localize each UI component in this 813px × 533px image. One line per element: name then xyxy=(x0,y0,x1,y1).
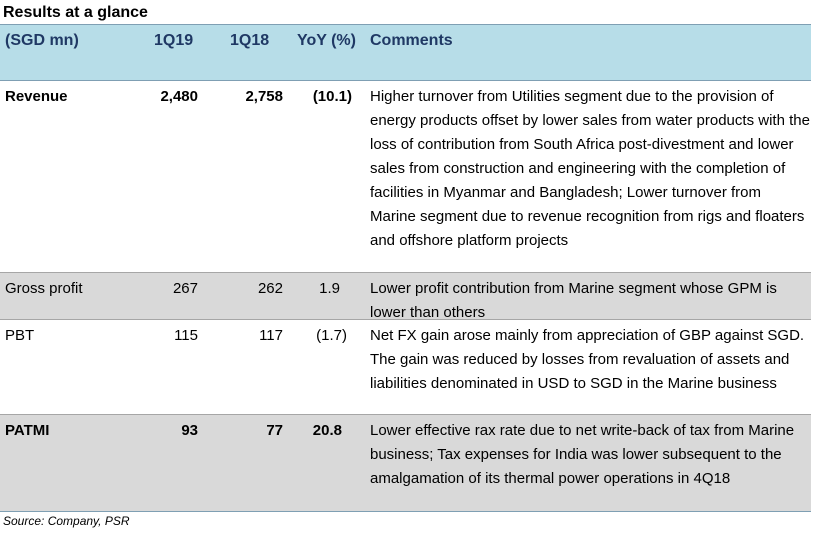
row-yoy: (1.7) xyxy=(316,327,347,344)
table-header: (SGD mn) 1Q19 1Q18 YoY (%) Comments xyxy=(0,25,811,80)
table-row-revenue: Revenue 2,480 2,758 (10.1) Higher turnov… xyxy=(0,81,811,273)
header-rule xyxy=(0,80,811,81)
table-row-gross-profit: Gross profit 267 262 1.9 Lower profit co… xyxy=(0,273,811,321)
row-1q19: 267 xyxy=(172,280,198,297)
row-label: PATMI xyxy=(5,422,50,439)
row-label: Revenue xyxy=(5,88,68,105)
row-1q18: 117 xyxy=(259,327,283,344)
header-comments: Comments xyxy=(370,32,453,49)
row-1q18: 2,758 xyxy=(245,88,283,105)
header-yoy: YoY (%) xyxy=(297,32,356,49)
row-yoy: 1.9 xyxy=(319,280,340,297)
source-note: Source: Company, PSR xyxy=(3,514,130,528)
title-rule xyxy=(0,24,811,25)
table-bottom-rule xyxy=(0,511,811,512)
row-1q19: 2,480 xyxy=(160,88,198,105)
header-1q18: 1Q18 xyxy=(230,32,270,49)
row-1q19: 115 xyxy=(174,327,198,344)
table-row-pbt: PBT 115 117 (1.7) Net FX gain arose main… xyxy=(0,320,811,415)
row-comment: Lower profit contribution from Marine se… xyxy=(370,280,777,321)
row-1q19: 93 xyxy=(181,422,198,439)
row-label: Gross profit xyxy=(5,280,83,297)
row-comment: Lower effective rax rate due to net writ… xyxy=(370,422,795,487)
header-1q19: 1Q19 xyxy=(154,32,194,49)
header-label: (SGD mn) xyxy=(5,32,79,49)
row-yoy: 20.8 xyxy=(312,422,342,439)
row-label: PBT xyxy=(5,327,35,344)
table-row-patmi: PATMI 93 77 20.8 Lower effective rax rat… xyxy=(0,415,811,511)
row-comment: Net FX gain arose mainly from appreciati… xyxy=(370,327,805,392)
row-1q18: 262 xyxy=(257,280,283,297)
row-yoy: (10.1) xyxy=(312,88,352,105)
row-comment: Higher turnover from Utilities segment d… xyxy=(370,88,810,249)
page-title: Results at a glance xyxy=(3,4,148,21)
row-1q18: 77 xyxy=(266,422,283,439)
